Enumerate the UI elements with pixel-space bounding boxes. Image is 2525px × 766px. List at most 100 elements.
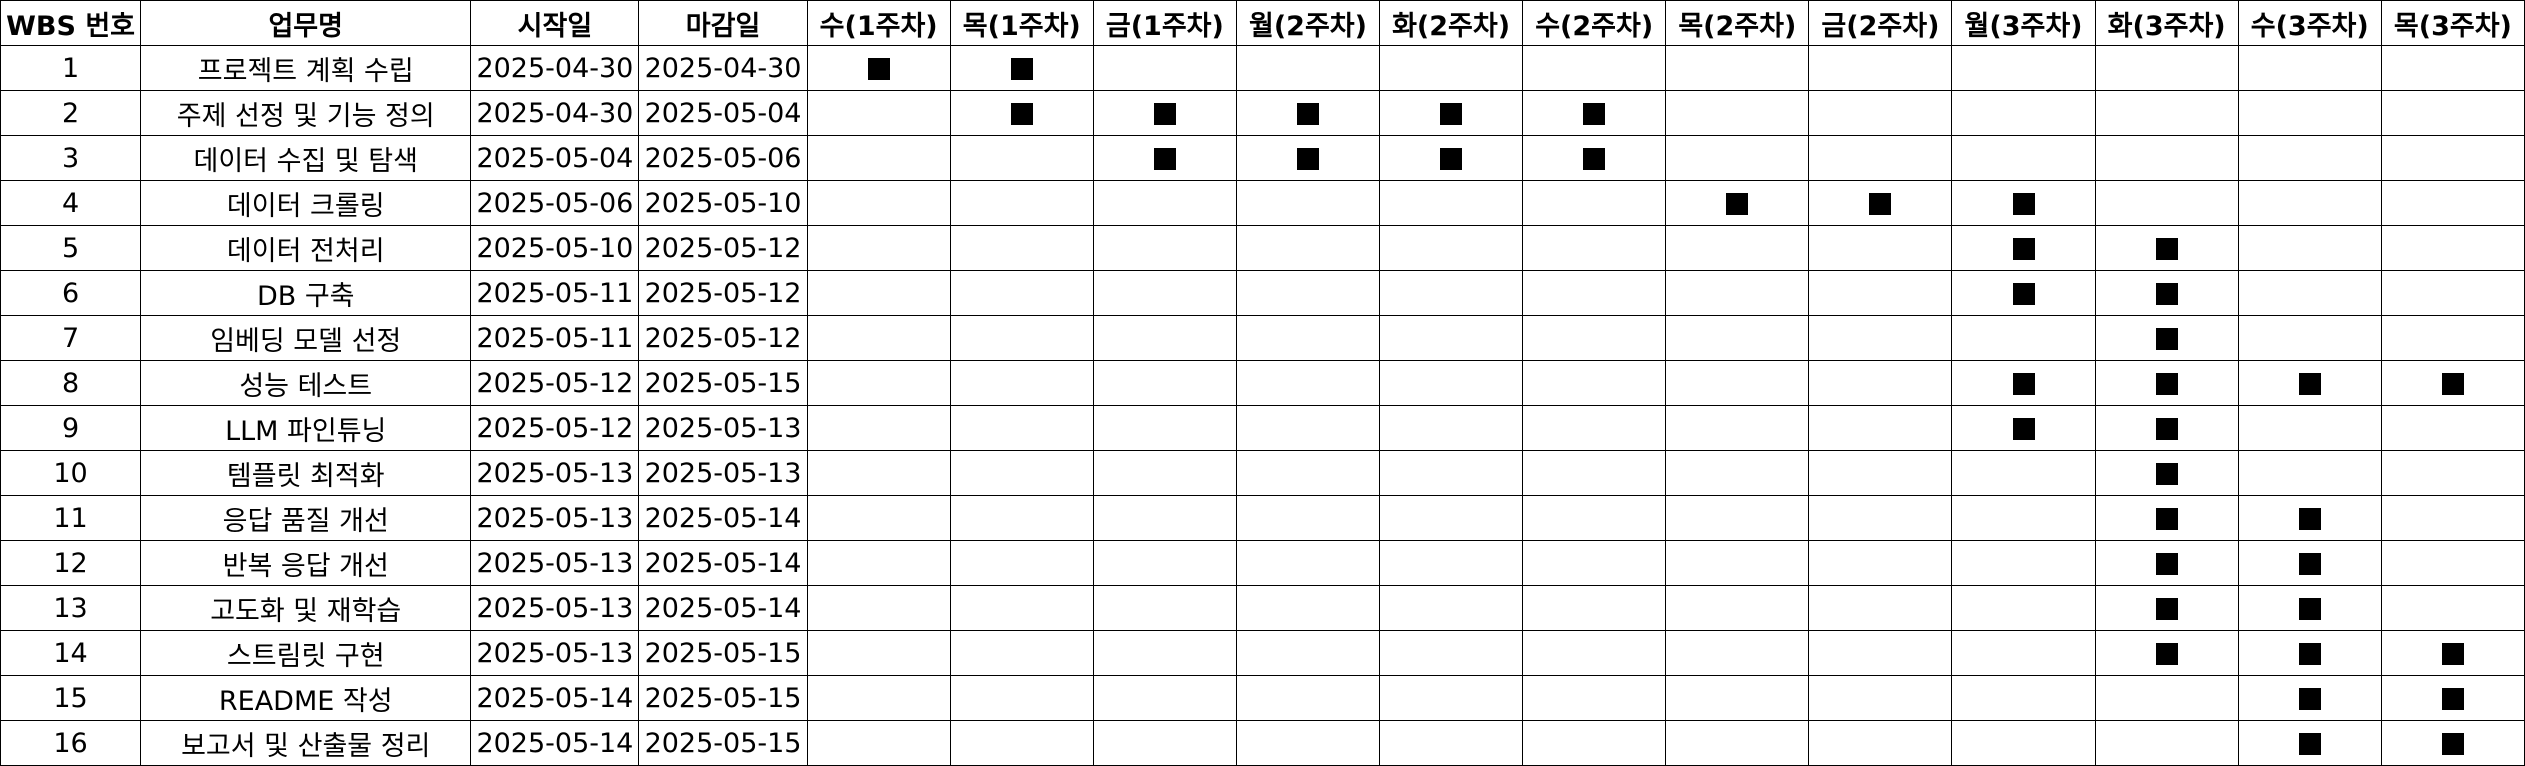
schedule-cell[interactable] [2380,360,2525,406]
schedule-cell[interactable] [1665,585,1810,631]
wbs-number-cell[interactable]: 1 [0,45,142,91]
schedule-cell[interactable] [1808,135,1953,181]
schedule-cell[interactable] [1235,315,1381,361]
schedule-cell[interactable] [1235,45,1381,91]
schedule-cell[interactable] [2237,720,2382,766]
schedule-cell[interactable] [1951,225,2096,271]
schedule-cell[interactable] [2237,405,2382,451]
schedule-cell[interactable] [1665,225,1810,271]
schedule-cell[interactable] [2094,90,2239,136]
column-header[interactable]: 금(2주차) [1808,0,1953,46]
task-name-cell[interactable]: 고도화 및 재학습 [140,585,472,631]
schedule-cell[interactable] [1235,450,1381,496]
end-date-cell[interactable]: 2025-05-15 [638,630,808,676]
schedule-cell[interactable] [1665,405,1810,451]
column-header[interactable]: 수(1주차) [806,0,951,46]
start-date-cell[interactable]: 2025-05-11 [470,315,640,361]
schedule-cell[interactable] [1665,90,1810,136]
task-name-cell[interactable]: 성능 테스트 [140,360,472,406]
schedule-cell[interactable] [1092,585,1237,631]
schedule-cell[interactable] [1379,720,1524,766]
schedule-cell[interactable] [2237,495,2382,541]
schedule-cell[interactable] [949,450,1094,496]
schedule-cell[interactable] [1379,315,1524,361]
schedule-cell[interactable] [2380,315,2525,361]
schedule-cell[interactable] [1235,630,1381,676]
schedule-cell[interactable] [1665,360,1810,406]
schedule-cell[interactable] [806,315,951,361]
schedule-cell[interactable] [1951,45,2096,91]
schedule-cell[interactable] [1092,315,1237,361]
task-name-cell[interactable]: 프로젝트 계획 수립 [140,45,472,91]
schedule-cell[interactable] [1235,270,1381,316]
start-date-cell[interactable]: 2025-05-14 [470,720,640,766]
schedule-cell[interactable] [1951,270,2096,316]
schedule-cell[interactable] [1235,495,1381,541]
wbs-number-cell[interactable]: 5 [0,225,142,271]
column-header[interactable]: 화(2주차) [1379,0,1524,46]
schedule-cell[interactable] [1379,450,1524,496]
schedule-cell[interactable] [1808,360,1953,406]
schedule-cell[interactable] [2380,720,2525,766]
schedule-cell[interactable] [2237,45,2382,91]
schedule-cell[interactable] [1092,495,1237,541]
schedule-cell[interactable] [949,45,1094,91]
schedule-cell[interactable] [1951,405,2096,451]
schedule-cell[interactable] [1379,630,1524,676]
task-name-cell[interactable]: 임베딩 모델 선정 [140,315,472,361]
schedule-cell[interactable] [2380,630,2525,676]
schedule-cell[interactable] [2094,270,2239,316]
schedule-cell[interactable] [1808,630,1953,676]
schedule-cell[interactable] [1092,135,1237,181]
end-date-cell[interactable]: 2025-05-14 [638,495,808,541]
schedule-cell[interactable] [1808,225,1953,271]
schedule-cell[interactable] [1379,360,1524,406]
schedule-cell[interactable] [1379,405,1524,451]
task-name-cell[interactable]: 주제 선정 및 기능 정의 [140,90,472,136]
schedule-cell[interactable] [2380,90,2525,136]
schedule-cell[interactable] [1092,360,1237,406]
column-header[interactable]: 시작일 [470,0,640,46]
schedule-cell[interactable] [949,405,1094,451]
schedule-cell[interactable] [1808,540,1953,586]
schedule-cell[interactable] [806,585,951,631]
column-header[interactable]: 화(3주차) [2094,0,2239,46]
task-name-cell[interactable]: 데이터 전처리 [140,225,472,271]
end-date-cell[interactable]: 2025-05-14 [638,540,808,586]
schedule-cell[interactable] [2237,450,2382,496]
schedule-cell[interactable] [1665,495,1810,541]
schedule-cell[interactable] [2380,585,2525,631]
end-date-cell[interactable]: 2025-05-13 [638,450,808,496]
start-date-cell[interactable]: 2025-05-04 [470,135,640,181]
wbs-number-cell[interactable]: 11 [0,495,142,541]
schedule-cell[interactable] [1522,675,1667,721]
schedule-cell[interactable] [1235,90,1381,136]
schedule-cell[interactable] [806,675,951,721]
schedule-cell[interactable] [1092,90,1237,136]
schedule-cell[interactable] [2237,675,2382,721]
task-name-cell[interactable]: 반복 응답 개선 [140,540,472,586]
column-header[interactable]: 업무명 [140,0,472,46]
schedule-cell[interactable] [1808,270,1953,316]
schedule-cell[interactable] [806,45,951,91]
schedule-cell[interactable] [1951,135,2096,181]
schedule-cell[interactable] [806,180,951,226]
end-date-cell[interactable]: 2025-05-15 [638,360,808,406]
column-header[interactable]: 금(1주차) [1092,0,1237,46]
schedule-cell[interactable] [1522,630,1667,676]
schedule-cell[interactable] [1379,585,1524,631]
start-date-cell[interactable]: 2025-05-13 [470,450,640,496]
schedule-cell[interactable] [1092,450,1237,496]
end-date-cell[interactable]: 2025-05-12 [638,225,808,271]
end-date-cell[interactable]: 2025-05-04 [638,90,808,136]
schedule-cell[interactable] [1665,675,1810,721]
schedule-cell[interactable] [2380,495,2525,541]
schedule-cell[interactable] [1522,720,1667,766]
schedule-cell[interactable] [806,270,951,316]
schedule-cell[interactable] [806,360,951,406]
schedule-cell[interactable] [806,405,951,451]
schedule-cell[interactable] [949,630,1094,676]
task-name-cell[interactable]: 보고서 및 산출물 정리 [140,720,472,766]
schedule-cell[interactable] [2094,720,2239,766]
schedule-cell[interactable] [1808,450,1953,496]
